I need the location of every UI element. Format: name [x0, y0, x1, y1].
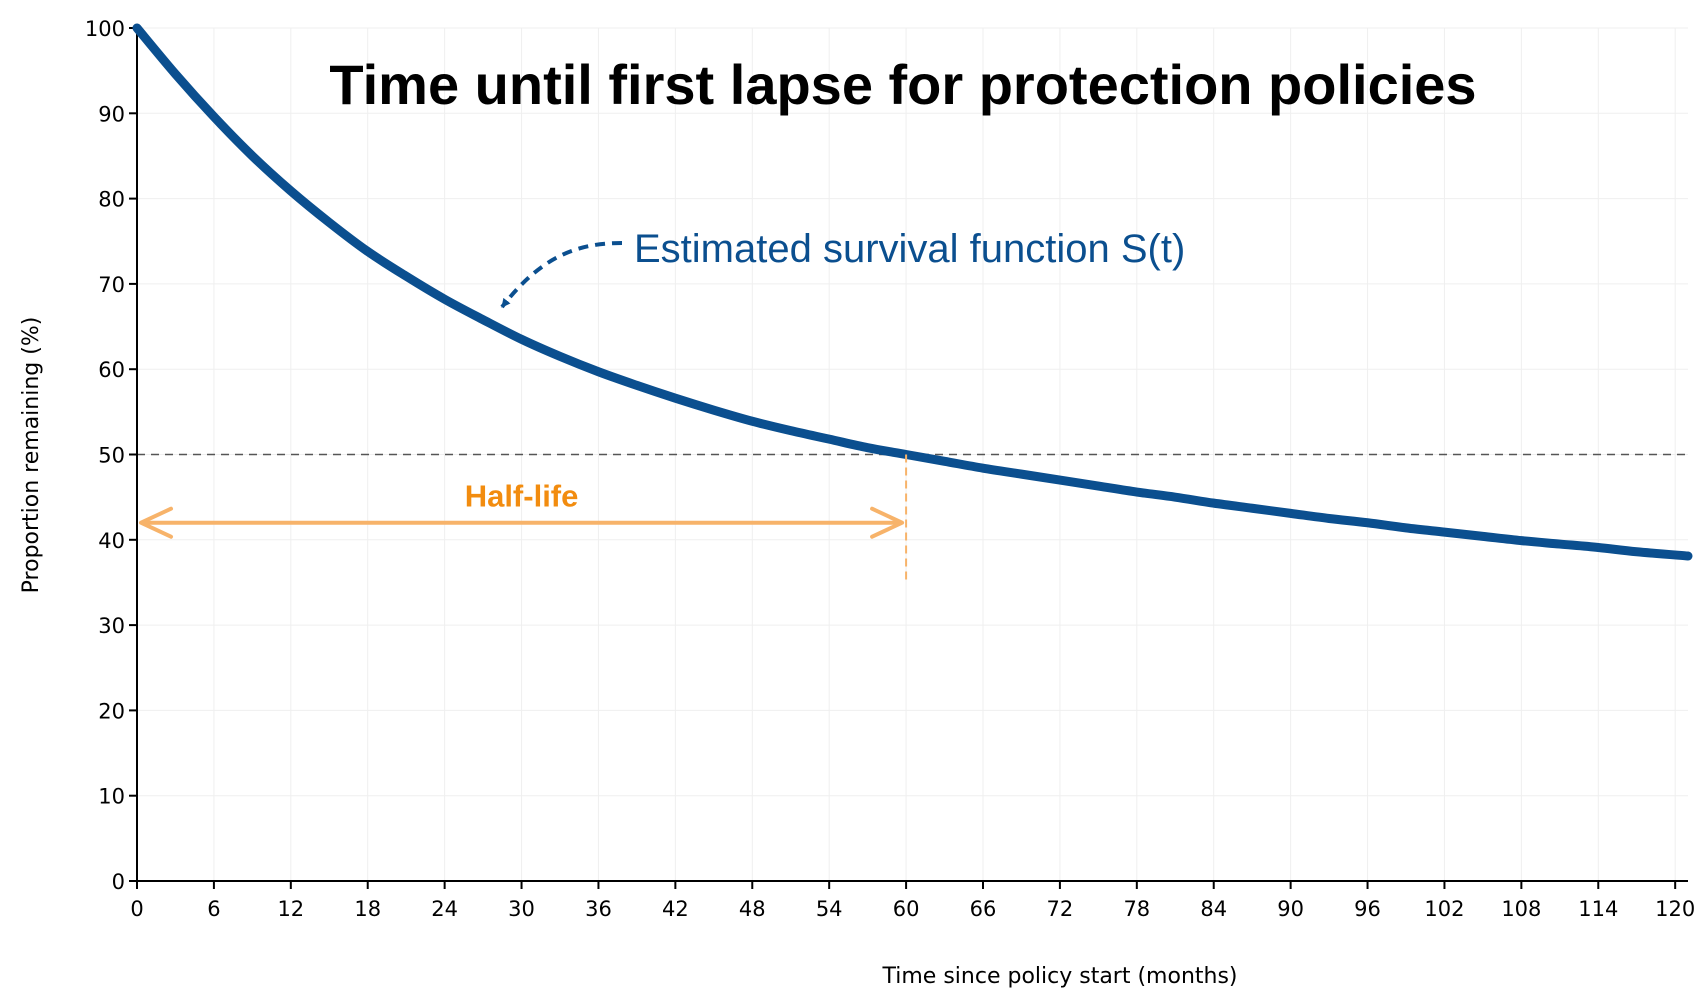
x-tick-label-18: 18 [354, 897, 381, 921]
x-tick-label-102: 102 [1424, 897, 1464, 921]
y-tick-label-50: 50 [98, 444, 125, 468]
x-tick-label-42: 42 [662, 897, 689, 921]
y-tick-label-90: 90 [98, 102, 125, 126]
half-life-label: Half-life [465, 479, 579, 514]
half-life-arrow-left-head [139, 506, 173, 539]
x-tick-label-96: 96 [1354, 897, 1381, 921]
x-tick-label-54: 54 [816, 897, 843, 921]
x-tick-label-72: 72 [1047, 897, 1074, 921]
y-tick-label-70: 70 [98, 273, 125, 297]
x-tick-label-66: 66 [970, 897, 997, 921]
curve-annotation-label: Estimated survival function S(t) [634, 227, 1185, 271]
x-tick-label-90: 90 [1277, 897, 1304, 921]
chart-title: Time until first lapse for protection po… [329, 53, 1476, 116]
y-tick-label-40: 40 [98, 529, 125, 553]
x-tick-label-48: 48 [739, 897, 766, 921]
y-tick-label-10: 10 [98, 785, 125, 809]
x-tick-label-60: 60 [893, 897, 920, 921]
x-tick-label-108: 108 [1501, 897, 1541, 921]
y-axis-title: Proportion remaining (%) [19, 317, 44, 594]
x-tick-label-6: 6 [207, 897, 220, 921]
curve-annotation: Estimated survival function S(t) [500, 227, 1185, 309]
y-tick-label-60: 60 [98, 358, 125, 382]
y-tick-label-20: 20 [98, 699, 125, 723]
y-tick-label-0: 0 [112, 870, 125, 894]
x-axis-title: Time since policy start (months) [882, 964, 1238, 989]
x-tick-label-24: 24 [431, 897, 458, 921]
y-tick-label-100: 100 [85, 17, 125, 41]
x-tick-label-120: 120 [1655, 897, 1695, 921]
x-tick-label-78: 78 [1123, 897, 1150, 921]
x-tick-label-36: 36 [585, 897, 612, 921]
y-tick-label-80: 80 [98, 188, 125, 212]
x-tick-label-30: 30 [508, 897, 535, 921]
x-tick-label-0: 0 [130, 897, 143, 921]
y-axis-ticks: 0 10 20 30 40 50 60 70 80 90 100 [85, 17, 137, 894]
x-tick-label-84: 84 [1200, 897, 1227, 921]
half-life-annotation: Half-life [139, 454, 908, 583]
x-tick-label-12: 12 [277, 897, 304, 921]
x-tick-label-114: 114 [1578, 897, 1618, 921]
half-life-arrow-right-head [870, 506, 905, 539]
y-tick-label-30: 30 [98, 614, 125, 638]
x-axis-ticks: 0 6 12 18 24 30 36 42 48 54 60 66 72 78 84 90 96 102 108 11… [130, 881, 1695, 921]
annotation-arrow [500, 241, 623, 309]
